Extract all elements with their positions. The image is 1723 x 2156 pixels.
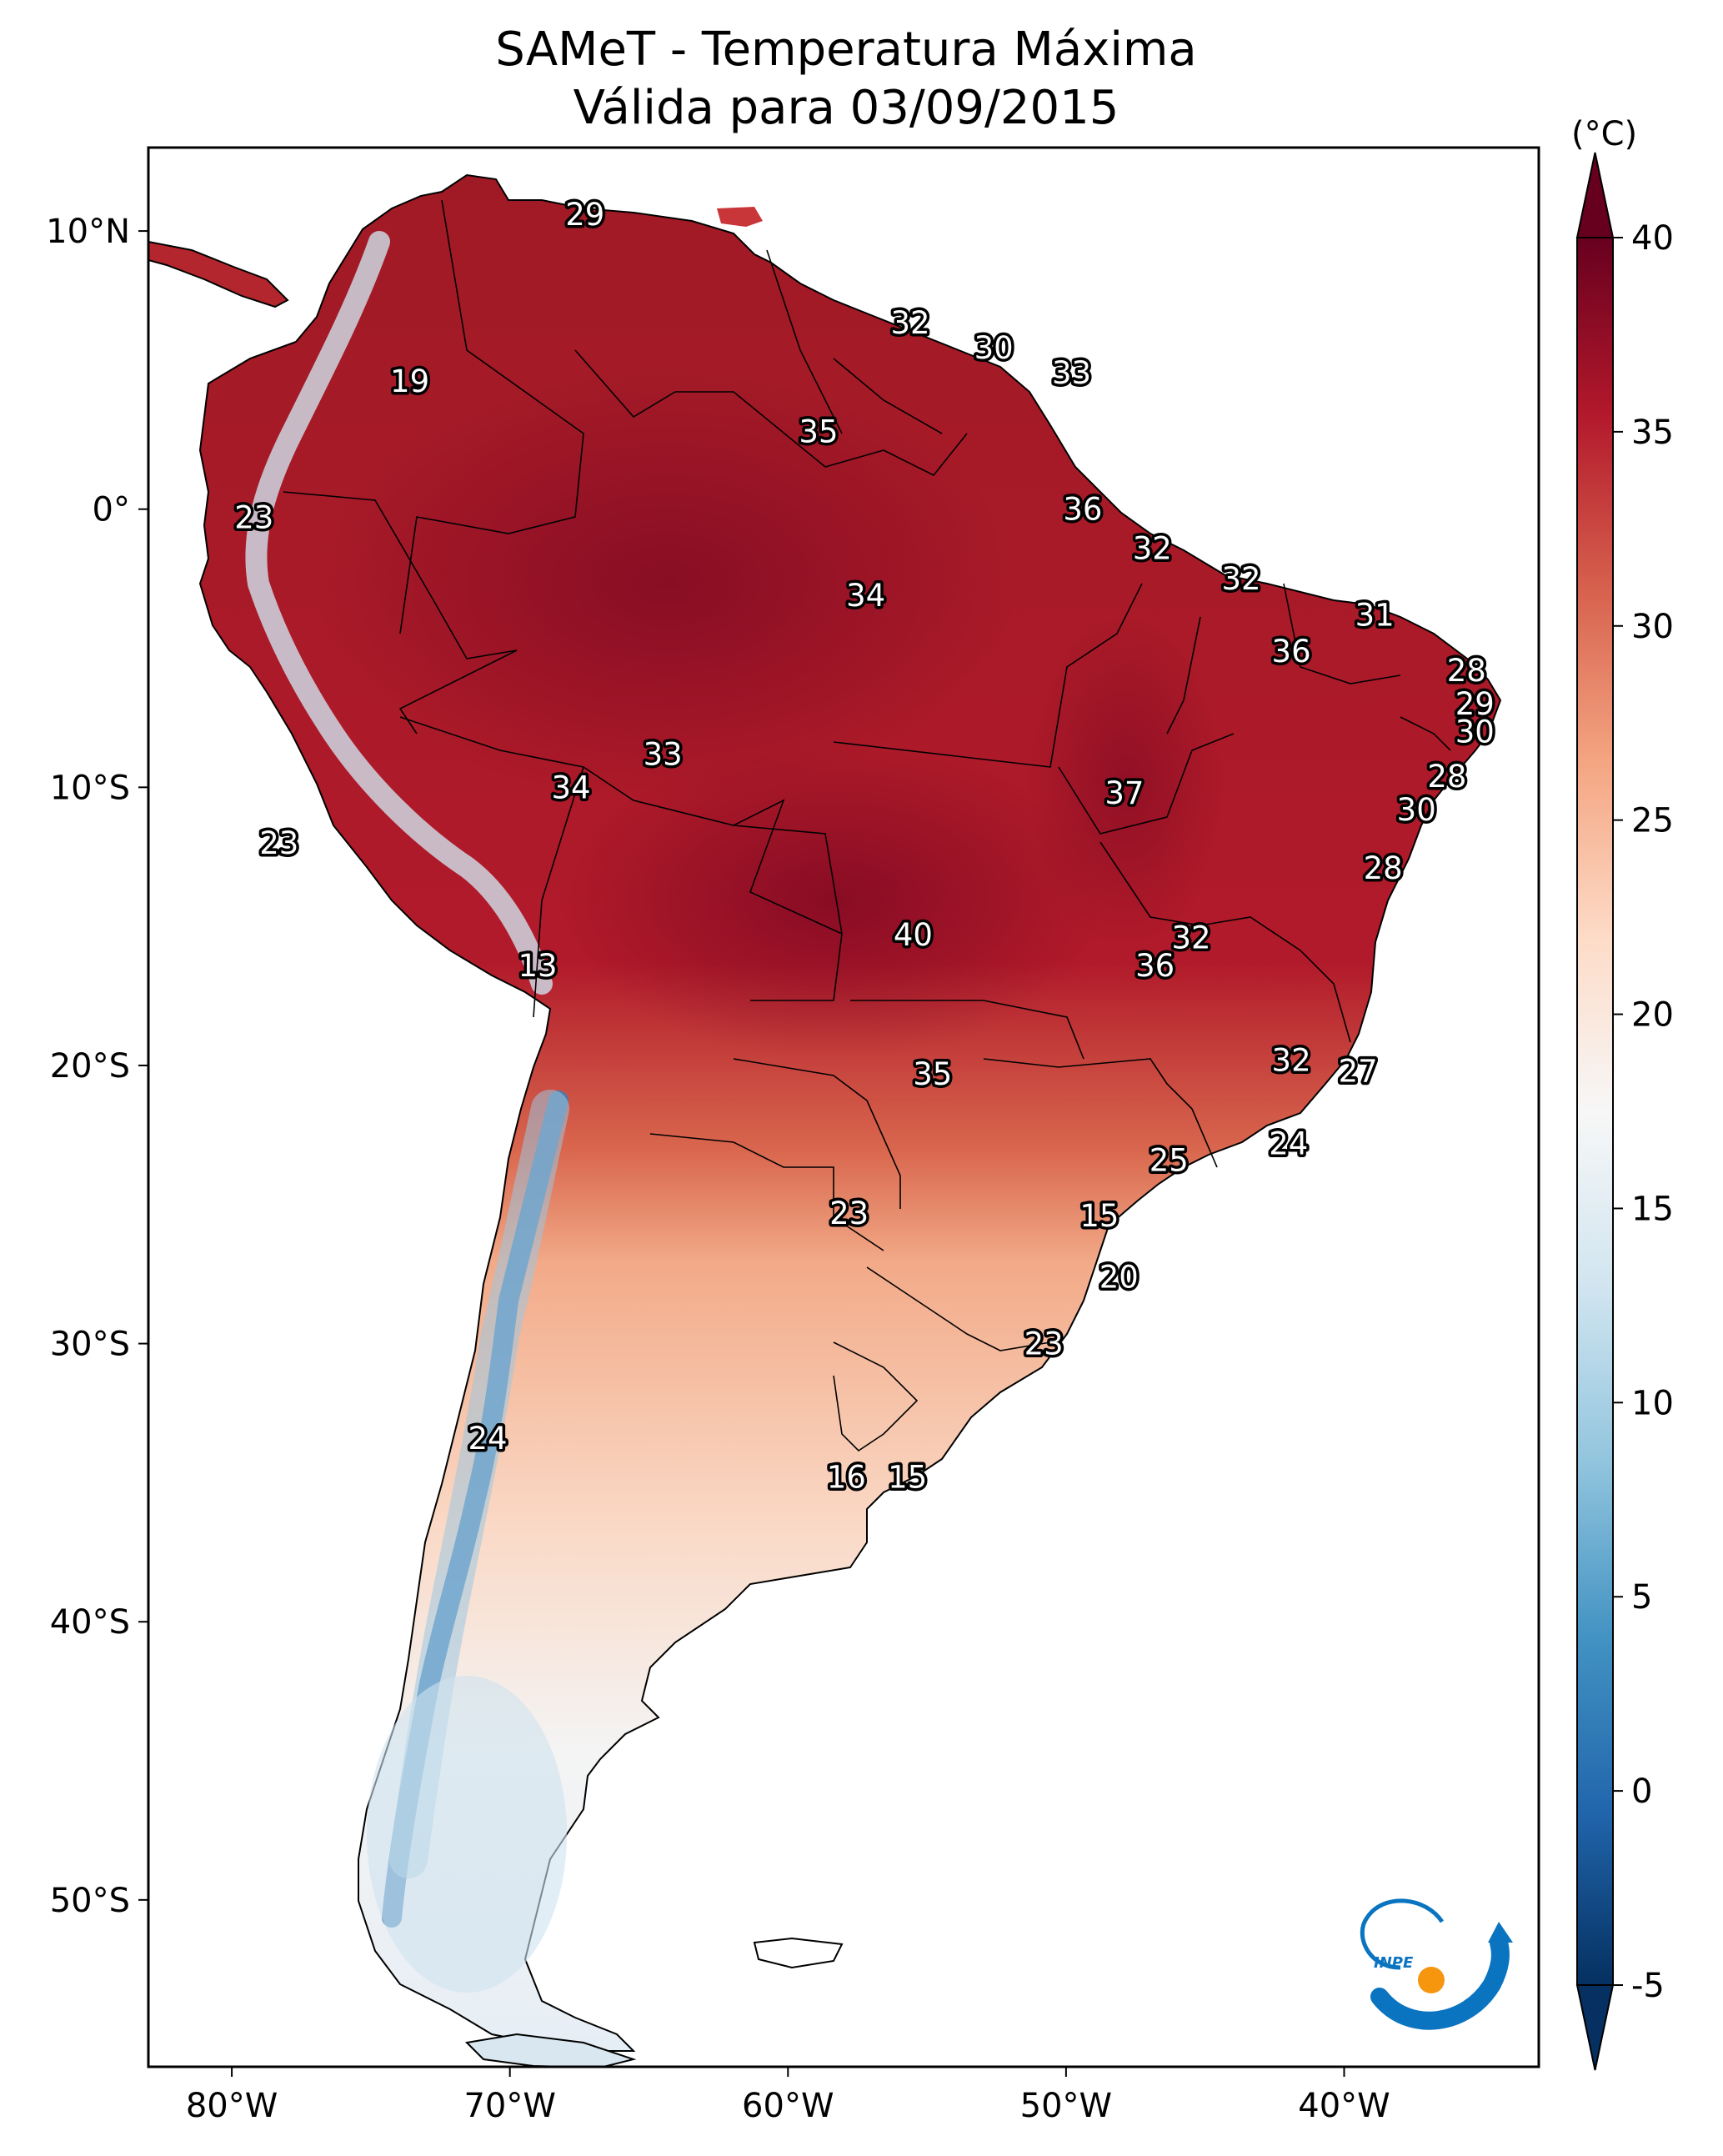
colorbar-tick-label: 15: [1631, 1190, 1674, 1228]
station-temperature-label: 32: [1272, 1042, 1311, 1078]
logo-sun: [1418, 1967, 1445, 1993]
station-temperature-label: 30: [974, 330, 1014, 366]
map-title: SAMeT - Temperatura Máxima: [495, 23, 1197, 77]
station-temperature-label: 32: [1171, 920, 1210, 955]
colorbar-tick-label: 40: [1631, 219, 1674, 258]
station-temperature-label: 27: [1339, 1054, 1378, 1090]
station-temperature-label: 16: [827, 1460, 866, 1496]
andes-north-cool-strip: [245, 231, 553, 995]
lat-tick-label: 0°: [93, 491, 130, 529]
hot-zone-amazon: [317, 367, 1017, 800]
station-temperature-label: 24: [1269, 1126, 1308, 1161]
station-temperature-label: 31: [1355, 597, 1395, 633]
station-temperature-label: 29: [1455, 686, 1495, 722]
station-temperature-label: 36: [1063, 492, 1102, 528]
map-frame: [147, 146, 1540, 2068]
colorbar-unit: (°C): [1571, 115, 1637, 153]
country-borders: [283, 199, 1451, 1452]
station-temperature-label: 32: [891, 305, 930, 341]
station-temperature-label: 32: [1222, 561, 1261, 597]
station-temperature-label: 28: [1447, 653, 1486, 689]
colorbar: (°C) 40 35 30 25 20 15 10 5 0 -5: [1571, 115, 1674, 2071]
longitude-axis: 80°W 70°W 60°W 50°W 40°W: [186, 2067, 1390, 2125]
map-subtitle: Válida para 03/09/2015: [573, 81, 1119, 135]
lat-tick-label: 40°S: [50, 1603, 130, 1642]
hot-zone-central: [558, 742, 1109, 1059]
logo-arrow: [1488, 1922, 1513, 1943]
station-temperature-label: 33: [644, 736, 683, 772]
station-temperature-label: 30: [1455, 714, 1495, 750]
station-temperature-label: 19: [390, 364, 429, 399]
station-temperature-label: 35: [913, 1056, 952, 1092]
station-temperature-label: 28: [1427, 759, 1466, 795]
station-temperature-label: 35: [799, 414, 838, 449]
station-temperature-label: 23: [234, 500, 273, 536]
logo-orbit: [1360, 1898, 1445, 1970]
station-temperature-label: 34: [846, 578, 885, 614]
lat-tick-label: 30°S: [50, 1326, 130, 1364]
station-temperature-label: 29: [565, 197, 604, 233]
colorbar-ticks: 40 35 30 25 20 15 10 5 0 -5: [1613, 219, 1674, 2005]
station-temperature-label: 15: [888, 1460, 927, 1496]
colorbar-tick-label: 30: [1631, 608, 1674, 646]
station-temperature-label: 24: [468, 1421, 507, 1457]
trinidad: [717, 207, 763, 227]
station-temperature-label: 36: [1272, 634, 1311, 669]
central-america: [148, 240, 289, 308]
station-temperature-label: 23: [259, 825, 298, 861]
colorbar-bottom-arrow: [1575, 1984, 1615, 2071]
colorbar-tick-label: 35: [1631, 414, 1674, 452]
colorbar-tick-label: 10: [1631, 1384, 1674, 1422]
logo-text: INPE: [1374, 1954, 1414, 1972]
station-temperature-label: 20: [1099, 1260, 1139, 1296]
logo-swoosh: [1370, 1933, 1510, 2030]
station-temperature-label: 40: [894, 917, 933, 953]
colorbar-tick-label: 0: [1631, 1772, 1652, 1811]
inpe-logo: INPE: [1360, 1898, 1513, 2030]
tierra-del-fuego: [464, 2033, 637, 2067]
lon-tick-label: 70°W: [463, 2087, 555, 2125]
hot-zone-tocantins: [1025, 617, 1225, 950]
station-temperature-label: 34: [552, 770, 591, 805]
map-area: INPE 29323033193536233232343136282930332…: [148, 148, 1539, 2067]
station-temperature-label: 33: [1052, 355, 1091, 391]
station-temperature-label: 30: [1397, 792, 1436, 828]
falkland-islands: [753, 1937, 844, 1969]
lon-tick-label: 40°W: [1298, 2087, 1390, 2125]
lat-tick-label: 10°S: [50, 769, 130, 807]
station-temperature-label: 15: [1079, 1198, 1119, 1234]
colorbar-top-arrow: [1575, 152, 1615, 238]
lon-tick-label: 50°W: [1020, 2087, 1112, 2125]
colorbar-tick-label: -5: [1631, 1967, 1665, 2005]
station-temperature-label: 25: [1150, 1142, 1189, 1178]
colorbar-tick-label: 20: [1631, 996, 1674, 1035]
station-temperature-label: 36: [1135, 948, 1175, 984]
latitude-axis: 10°N 0° 10°S 20°S 30°S 40°S 50°S: [46, 213, 148, 1920]
patagonia-cool-zone: [367, 1676, 567, 1993]
lat-tick-label: 20°S: [50, 1047, 130, 1086]
station-temperature-label: 23: [1024, 1326, 1064, 1362]
station-temperature-label: 37: [1104, 775, 1144, 811]
colorbar-tick-label: 5: [1631, 1578, 1652, 1617]
lon-tick-label: 80°W: [186, 2087, 278, 2125]
station-temperature-label: 23: [829, 1196, 869, 1231]
station-temperature-label: 13: [518, 948, 557, 984]
station-temperature-label: 32: [1133, 530, 1172, 566]
lon-tick-label: 60°W: [742, 2087, 834, 2125]
station-temperature-label: 28: [1364, 850, 1403, 886]
colorbar-tick-label: 25: [1631, 802, 1674, 840]
lat-tick-label: 50°S: [50, 1882, 130, 1920]
lat-tick-label: 10°N: [46, 213, 130, 251]
colorbar-scale: [1576, 237, 1614, 1986]
